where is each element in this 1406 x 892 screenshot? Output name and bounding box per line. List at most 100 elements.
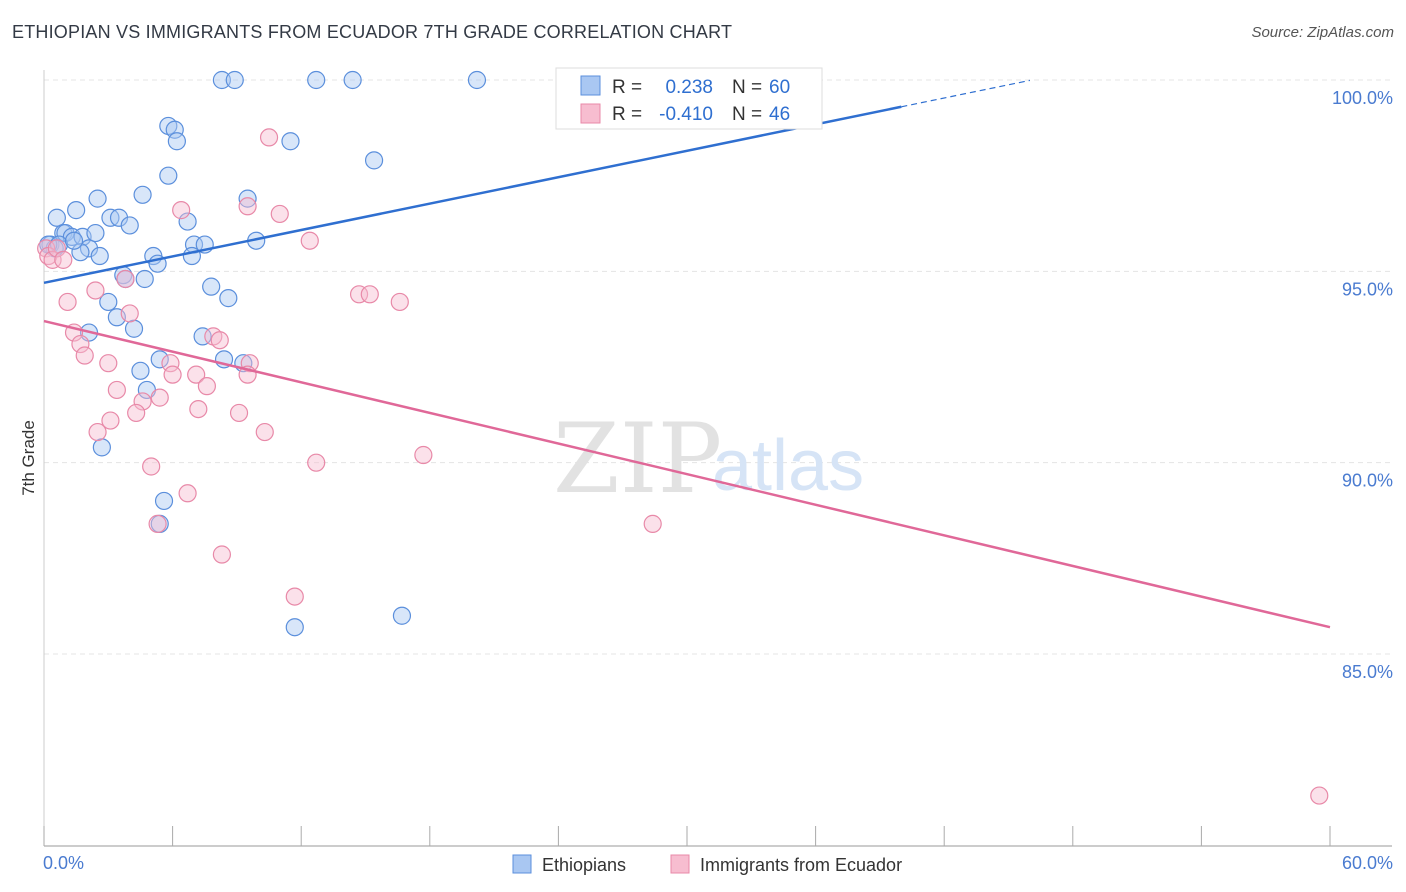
point-ethiopians bbox=[124, 319, 144, 338]
point-ethiopians bbox=[154, 491, 174, 511]
legend-swatch-ecuador bbox=[670, 854, 690, 874]
point-ethiopians bbox=[135, 269, 154, 289]
point-ecuador bbox=[187, 365, 206, 384]
legend-label-ecuador: Immigrants from Ecuador bbox=[700, 855, 902, 875]
x-tick-label-max: 60.0% bbox=[1342, 853, 1393, 873]
point-ethiopians bbox=[467, 70, 487, 90]
point-ethiopians bbox=[47, 208, 66, 227]
watermark-zip: ZIP bbox=[553, 403, 722, 515]
point-ethiopians bbox=[392, 606, 412, 625]
trend-line-ethiopians-extension bbox=[901, 79, 1031, 108]
point-ecuador bbox=[107, 380, 126, 400]
point-ethiopians bbox=[202, 277, 221, 296]
stats-n-value-1: 60 bbox=[769, 77, 790, 98]
point-ecuador bbox=[148, 514, 167, 533]
point-ecuador bbox=[101, 411, 120, 430]
point-ecuador bbox=[643, 514, 662, 533]
point-ethiopians bbox=[71, 243, 90, 262]
point-ecuador bbox=[99, 354, 118, 373]
point-ethiopians bbox=[131, 361, 150, 380]
point-ecuador bbox=[71, 334, 90, 354]
point-ecuador bbox=[414, 445, 433, 465]
point-ethiopians bbox=[238, 189, 257, 208]
point-ecuador bbox=[300, 231, 319, 250]
point-ethiopians bbox=[193, 327, 212, 346]
point-ecuador bbox=[133, 392, 152, 411]
point-ecuador bbox=[189, 399, 208, 419]
point-ecuador bbox=[238, 197, 257, 216]
point-ethiopians bbox=[165, 120, 184, 139]
point-ecuador bbox=[197, 377, 216, 396]
point-ethiopians bbox=[225, 70, 244, 90]
point-ethiopians bbox=[178, 212, 197, 231]
point-ecuador bbox=[120, 304, 139, 323]
stats-r-value-2: -0.410 bbox=[659, 104, 713, 125]
point-ethiopians bbox=[281, 132, 300, 151]
point-ecuador bbox=[259, 128, 279, 147]
stats-r-label-1: R = bbox=[612, 77, 642, 98]
point-ecuador bbox=[212, 545, 231, 564]
point-ecuador bbox=[285, 587, 304, 606]
point-ecuador bbox=[161, 354, 180, 373]
x-tick-label-min: 0.0% bbox=[43, 853, 84, 873]
point-ethiopians bbox=[90, 246, 109, 266]
point-ecuador bbox=[270, 204, 289, 224]
point-ecuador bbox=[349, 285, 369, 304]
point-ecuador bbox=[43, 250, 62, 269]
y-tick-label: 85.0% bbox=[1342, 662, 1393, 682]
stats-n-label-2: N = bbox=[732, 104, 762, 125]
point-ethiopians bbox=[67, 201, 86, 220]
watermark-atlas: atlas bbox=[712, 426, 864, 506]
point-ecuador bbox=[127, 403, 146, 423]
point-ecuador bbox=[360, 285, 379, 304]
point-ecuador bbox=[307, 453, 326, 472]
point-ecuador bbox=[142, 457, 161, 476]
point-ecuador bbox=[75, 346, 94, 365]
point-ecuador bbox=[210, 331, 229, 350]
point-ethiopians bbox=[99, 292, 118, 312]
point-ecuador bbox=[116, 269, 135, 289]
point-ecuador bbox=[47, 239, 66, 258]
point-ecuador bbox=[150, 388, 169, 407]
point-ethiopians bbox=[364, 151, 384, 170]
point-ethiopians bbox=[159, 166, 178, 185]
legend-label-ethiopians: Ethiopians bbox=[542, 855, 626, 875]
y-tick-label: 95.0% bbox=[1342, 279, 1393, 299]
point-ethiopians bbox=[120, 216, 139, 235]
y-tick-labels: 85.0% 90.0% 95.0% 100.0% bbox=[1332, 88, 1393, 682]
trend-lines bbox=[43, 79, 1331, 629]
point-ethiopians bbox=[86, 223, 105, 243]
point-ecuador bbox=[1310, 786, 1329, 805]
trend-line-ecuador bbox=[43, 319, 1331, 629]
point-ethiopians bbox=[88, 189, 107, 208]
point-ethiopians bbox=[307, 70, 326, 90]
point-ecuador bbox=[172, 201, 191, 220]
stats-swatch-blue bbox=[580, 75, 601, 96]
stats-n-label-1: N = bbox=[732, 77, 762, 98]
point-ethiopians bbox=[133, 185, 152, 204]
point-ecuador bbox=[54, 250, 73, 269]
point-ethiopians bbox=[285, 618, 304, 637]
point-ethiopians bbox=[92, 438, 111, 457]
stats-r-value-1: 0.238 bbox=[665, 77, 713, 98]
point-ecuador bbox=[86, 281, 105, 300]
stats-r-label-2: R = bbox=[612, 104, 642, 125]
trend-line-ethiopians bbox=[43, 105, 902, 285]
point-ecuador bbox=[390, 292, 409, 312]
x-axis-ticks bbox=[43, 826, 1331, 846]
stats-box: R = 0.238 N = 60 R = -0.410 N = 46 bbox=[555, 67, 823, 130]
point-ecuador bbox=[178, 484, 197, 503]
chart-title: ETHIOPIAN VS IMMIGRANTS FROM ECUADOR 7TH… bbox=[12, 22, 733, 42]
point-ecuador bbox=[229, 403, 249, 423]
point-ecuador bbox=[163, 365, 182, 384]
point-ethiopians bbox=[219, 289, 238, 308]
point-ecuador bbox=[255, 422, 274, 442]
point-ethiopians bbox=[212, 70, 231, 90]
stats-n-value-2: 46 bbox=[769, 104, 790, 125]
point-ecuador bbox=[88, 422, 107, 442]
point-ethiopians bbox=[64, 231, 84, 250]
bottom-legend: Ethiopians Immigrants from Ecuador bbox=[512, 854, 902, 875]
stats-swatch-pink bbox=[580, 103, 601, 124]
point-ethiopians bbox=[167, 132, 186, 151]
